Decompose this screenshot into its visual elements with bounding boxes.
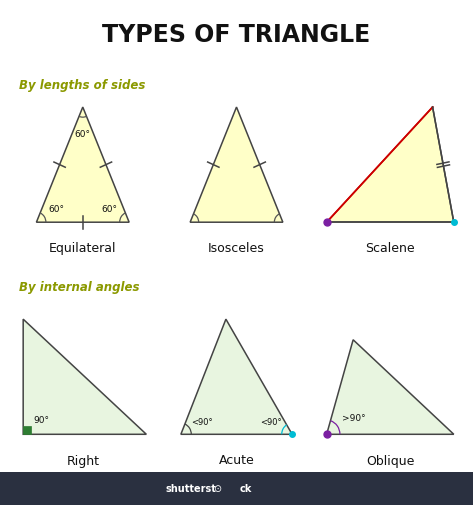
- Text: >90°: >90°: [342, 414, 366, 423]
- Text: By lengths of sides: By lengths of sides: [19, 79, 145, 92]
- Text: By internal angles: By internal angles: [19, 281, 140, 294]
- Text: TYPES OF TRIANGLE: TYPES OF TRIANGLE: [102, 23, 371, 47]
- Text: Oblique: Oblique: [366, 454, 414, 468]
- Polygon shape: [23, 426, 31, 434]
- Polygon shape: [23, 319, 146, 434]
- Text: Acute: Acute: [219, 454, 254, 468]
- Text: 60°: 60°: [48, 205, 64, 214]
- Polygon shape: [327, 340, 454, 434]
- FancyBboxPatch shape: [0, 472, 473, 505]
- Text: <90°: <90°: [191, 418, 213, 427]
- Text: Right: Right: [66, 454, 99, 468]
- Text: 60°: 60°: [101, 205, 117, 214]
- Polygon shape: [181, 319, 292, 434]
- Polygon shape: [36, 107, 129, 222]
- Text: Isosceles: Isosceles: [208, 242, 265, 256]
- Polygon shape: [327, 107, 454, 222]
- Text: 90°: 90°: [34, 416, 50, 425]
- Text: ck: ck: [240, 484, 252, 494]
- Text: 60°: 60°: [75, 130, 91, 139]
- Text: shutterst: shutterst: [166, 484, 217, 494]
- Text: ⊙: ⊙: [213, 484, 222, 494]
- Text: Scalene: Scalene: [366, 242, 415, 256]
- Polygon shape: [190, 107, 283, 222]
- Text: Equilateral: Equilateral: [49, 242, 116, 256]
- Text: <90°: <90°: [260, 418, 282, 427]
